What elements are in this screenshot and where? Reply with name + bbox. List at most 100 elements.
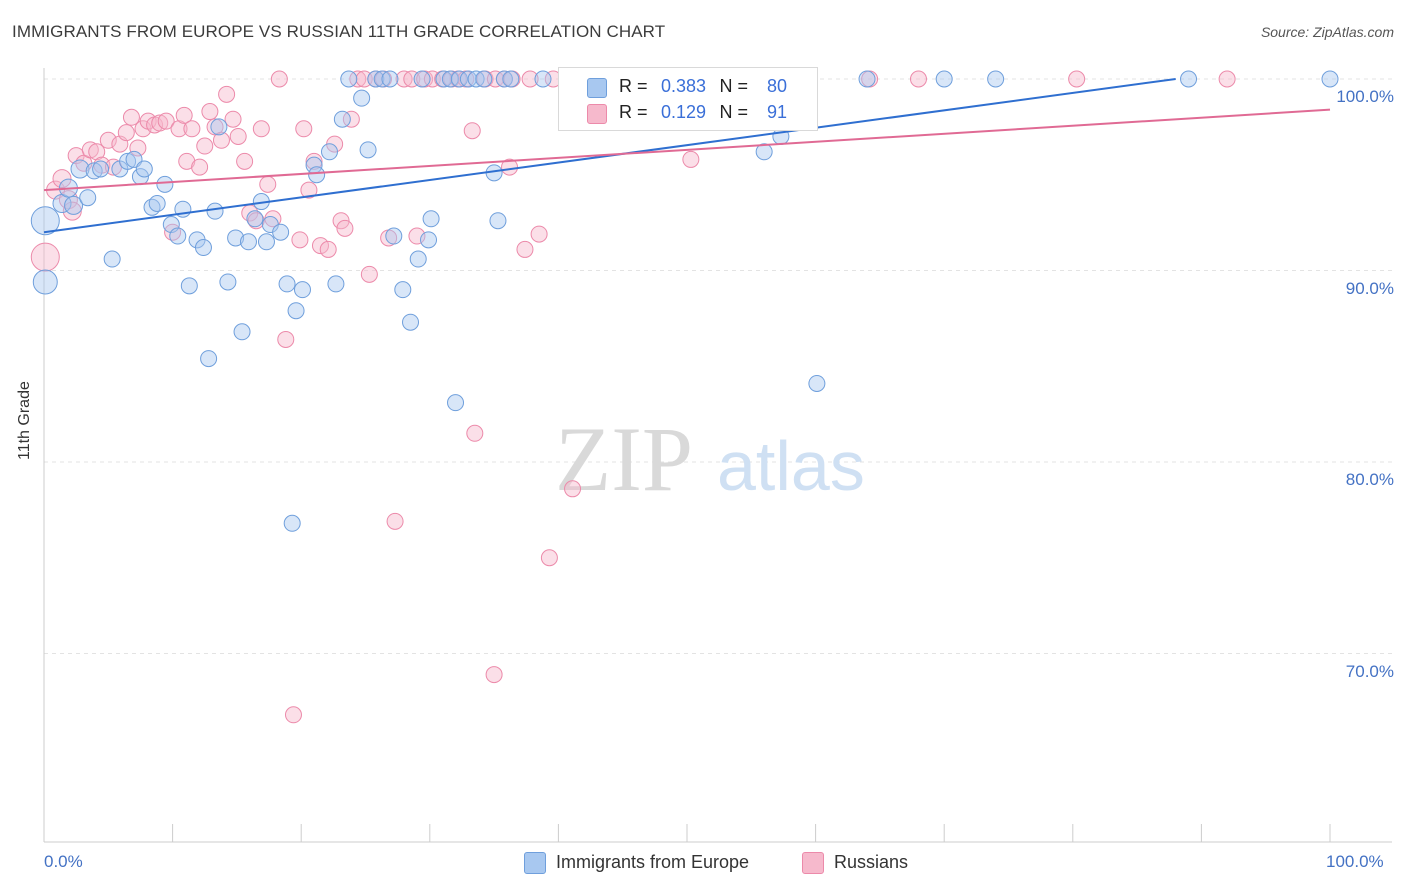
russians-point xyxy=(151,114,169,132)
europe-point xyxy=(394,281,412,299)
europe-point xyxy=(135,160,153,178)
x-tick-label-100: 100.0% xyxy=(1326,852,1384,871)
russians-point xyxy=(521,70,539,88)
russians-point xyxy=(236,152,254,170)
russians-point xyxy=(319,240,337,258)
europe-point xyxy=(534,70,552,88)
russians-point xyxy=(564,480,582,498)
europe-point xyxy=(367,70,385,88)
chart-title: IMMIGRANTS FROM EUROPE VS RUSSIAN 11TH G… xyxy=(12,22,666,41)
russians-point xyxy=(423,70,441,88)
russians-point xyxy=(485,666,503,684)
russians-point xyxy=(62,201,82,221)
europe-point xyxy=(272,223,290,241)
europe-point xyxy=(502,70,520,88)
russians-point xyxy=(259,175,277,193)
europe-point xyxy=(858,70,876,88)
russians-point xyxy=(81,141,99,159)
bottom-legend-swatch-russians xyxy=(802,852,824,874)
y-tick-label: 80.0% xyxy=(1345,470,1394,489)
x-tick-label-0: 0.0% xyxy=(44,852,83,871)
legend-row-europe: R = 0.383 N = 80 xyxy=(619,76,787,97)
bottom-legend-russians: Russians xyxy=(834,852,909,872)
legend-swatch-europe xyxy=(587,78,607,98)
europe-point xyxy=(435,70,453,88)
europe-point xyxy=(32,269,58,295)
russians-point xyxy=(336,219,354,237)
europe-point xyxy=(103,250,121,268)
europe-point xyxy=(447,394,465,412)
russians-point xyxy=(252,120,270,138)
russians-point xyxy=(291,231,309,249)
russians-point xyxy=(1218,70,1236,88)
legend-r-label: R = xyxy=(619,102,648,122)
europe-point xyxy=(422,210,440,228)
europe-point xyxy=(308,166,326,184)
russians-point xyxy=(157,112,175,130)
russians-point xyxy=(183,120,201,138)
legend-r-value-russians: 0.129 xyxy=(661,102,707,122)
russians-point xyxy=(305,152,323,170)
europe-point xyxy=(359,141,377,159)
europe-point xyxy=(409,250,427,268)
europe-point xyxy=(402,313,420,331)
europe-point xyxy=(257,233,275,251)
europe-point xyxy=(1321,70,1339,88)
russians-point xyxy=(516,240,534,258)
legend-r-label: R = xyxy=(619,76,648,96)
russians-point xyxy=(1068,70,1086,88)
russians-point xyxy=(682,150,700,168)
europe-point xyxy=(283,514,301,532)
europe-point xyxy=(70,159,90,179)
russians-point xyxy=(386,512,404,530)
europe-point xyxy=(194,239,212,257)
europe-point xyxy=(219,273,237,291)
russians-point xyxy=(342,110,360,128)
russians-point xyxy=(122,108,140,126)
axes xyxy=(43,68,1392,843)
russians-point xyxy=(311,237,329,255)
source-label: Source: ZipAtlas.com xyxy=(1260,24,1394,40)
russians-point xyxy=(270,70,288,88)
europe-point xyxy=(808,374,826,392)
russians-point xyxy=(191,158,209,176)
russians-point xyxy=(463,122,481,140)
europe-point xyxy=(340,70,358,88)
europe-point xyxy=(239,233,257,251)
europe-point xyxy=(119,152,137,170)
europe-point xyxy=(287,302,305,320)
europe-point xyxy=(156,175,174,193)
legend-n-label: N = xyxy=(719,102,749,122)
europe-point xyxy=(278,275,296,293)
bottom-legend-europe: Immigrants from Europe xyxy=(556,852,750,872)
europe-point xyxy=(246,210,264,228)
watermark-zip: ZIP xyxy=(555,408,693,510)
europe-point xyxy=(353,89,371,107)
europe-point xyxy=(206,202,224,220)
russians-point xyxy=(52,169,72,189)
europe-point xyxy=(327,275,345,293)
europe-point xyxy=(489,212,507,230)
europe-point xyxy=(441,70,459,88)
europe-point xyxy=(148,194,166,212)
russians-point xyxy=(175,106,193,124)
europe-point xyxy=(381,70,399,88)
bottom-legend-swatch-europe xyxy=(524,852,546,874)
y-tick-label: 100.0% xyxy=(1336,87,1394,106)
russians-points xyxy=(30,70,1236,724)
legend-n-value-europe: 80 xyxy=(767,76,788,96)
europe-point xyxy=(333,110,351,128)
russians-point xyxy=(295,120,313,138)
europe-point xyxy=(227,229,245,247)
russians-point xyxy=(117,124,135,142)
europe-point xyxy=(495,70,513,88)
russians-point xyxy=(332,212,350,230)
europe-point xyxy=(200,350,218,368)
russians-point xyxy=(349,70,367,88)
russians-point xyxy=(403,70,421,88)
europe-point xyxy=(293,281,311,299)
russians-point xyxy=(129,139,147,157)
europe-point xyxy=(755,143,773,161)
europe-point xyxy=(85,162,103,180)
